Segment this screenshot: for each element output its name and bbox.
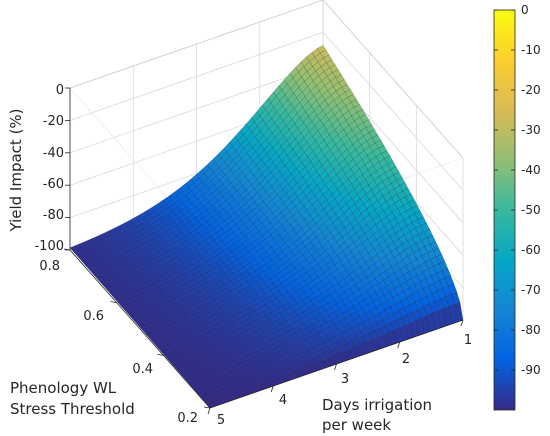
surface-face (359, 114, 369, 123)
surface-face (335, 74, 345, 83)
y-axis-label-line1: Phenology WL (10, 379, 117, 397)
surface-face (438, 261, 449, 271)
colorbar-tick-label: -60 (521, 243, 541, 257)
y-tick-label: 0.2 (177, 411, 198, 426)
x-tick-label: 1 (464, 333, 472, 348)
x-tick-label: 4 (279, 393, 287, 408)
surface-face (408, 199, 418, 209)
surface-mesh (69, 45, 464, 409)
surface-face (326, 59, 336, 68)
surface-face (378, 145, 388, 154)
surface-face (445, 275, 455, 287)
surface-face (353, 104, 363, 113)
x-tick-label: 3 (341, 372, 349, 387)
surface-face (442, 268, 452, 279)
x-tick-mark (460, 319, 464, 327)
z-tick-label: -20 (43, 114, 64, 129)
surface-face (423, 228, 433, 238)
y-axis-label-line2: Stress Threshold (10, 400, 135, 418)
colorbar-tick-label: 0 (521, 3, 529, 17)
surface-face (387, 161, 397, 170)
z-axis-label: Yield Impact (%) (7, 108, 25, 232)
surface-face (405, 193, 415, 203)
front-edges (63, 87, 464, 415)
surface-face (323, 54, 333, 64)
surface-face (347, 94, 357, 103)
surface-face (356, 109, 366, 118)
x-tick-mark (397, 341, 401, 349)
surface-face (435, 254, 445, 264)
z-tick-label: 0 (56, 83, 64, 98)
colorbar-tick-label: -10 (521, 43, 541, 57)
x-tick-mark (270, 385, 274, 393)
z-tick-label: -40 (43, 146, 64, 161)
z-tick-label: -100 (34, 239, 64, 254)
x-tick-mark (334, 363, 337, 371)
surface-face (329, 64, 339, 73)
y-tick-label: 0.4 (132, 362, 153, 377)
colorbar-tick-label: -80 (521, 323, 541, 337)
surface-face (341, 84, 351, 93)
box-edge (322, 0, 464, 159)
colorbar-tick-label: -40 (521, 163, 541, 177)
colorbar-tick-label: -50 (521, 203, 541, 217)
surface-face (451, 292, 461, 305)
y-tick-label: 0.6 (83, 309, 104, 324)
box-edge (69, 0, 324, 89)
y-tick-mark (110, 301, 117, 304)
surface-face (362, 119, 372, 128)
x-axis-label-line1: Days irrigation (322, 396, 432, 414)
surface-face (320, 49, 330, 59)
y-tick-mark (203, 406, 211, 409)
colorbar-ticks (494, 9, 515, 371)
x-axis-label-line2: per week (322, 416, 391, 434)
x-tick-label: 2 (402, 352, 410, 367)
surface-face (393, 171, 403, 181)
z-tick-label: -60 (43, 177, 64, 192)
grid-line (322, 32, 464, 191)
surface-face (332, 69, 342, 78)
y-tick-mark (157, 353, 164, 356)
surface-face (381, 150, 391, 159)
surface-face (338, 79, 348, 88)
surface-face (344, 89, 354, 98)
surface-face (399, 182, 409, 192)
surface-face (432, 247, 442, 258)
colorbar-tick-label: -70 (521, 283, 541, 297)
x-tick-label: 5 (217, 413, 225, 428)
colorbar-tick-label: -30 (521, 123, 541, 137)
colorbar-tick-label: -20 (521, 83, 541, 97)
surface-face (402, 188, 412, 197)
surface-face (350, 99, 360, 108)
surface-face (414, 211, 424, 220)
colorbar-tick-label: -90 (521, 363, 541, 377)
surface-face (396, 177, 406, 186)
y-tick-label: 0.8 (39, 259, 60, 274)
surface-face (372, 134, 382, 144)
z-tick-label: -80 (43, 208, 64, 223)
surface-face (317, 45, 327, 54)
y-axis-line (69, 249, 211, 409)
surface-face (375, 139, 385, 149)
x-tick-mark (207, 407, 211, 415)
